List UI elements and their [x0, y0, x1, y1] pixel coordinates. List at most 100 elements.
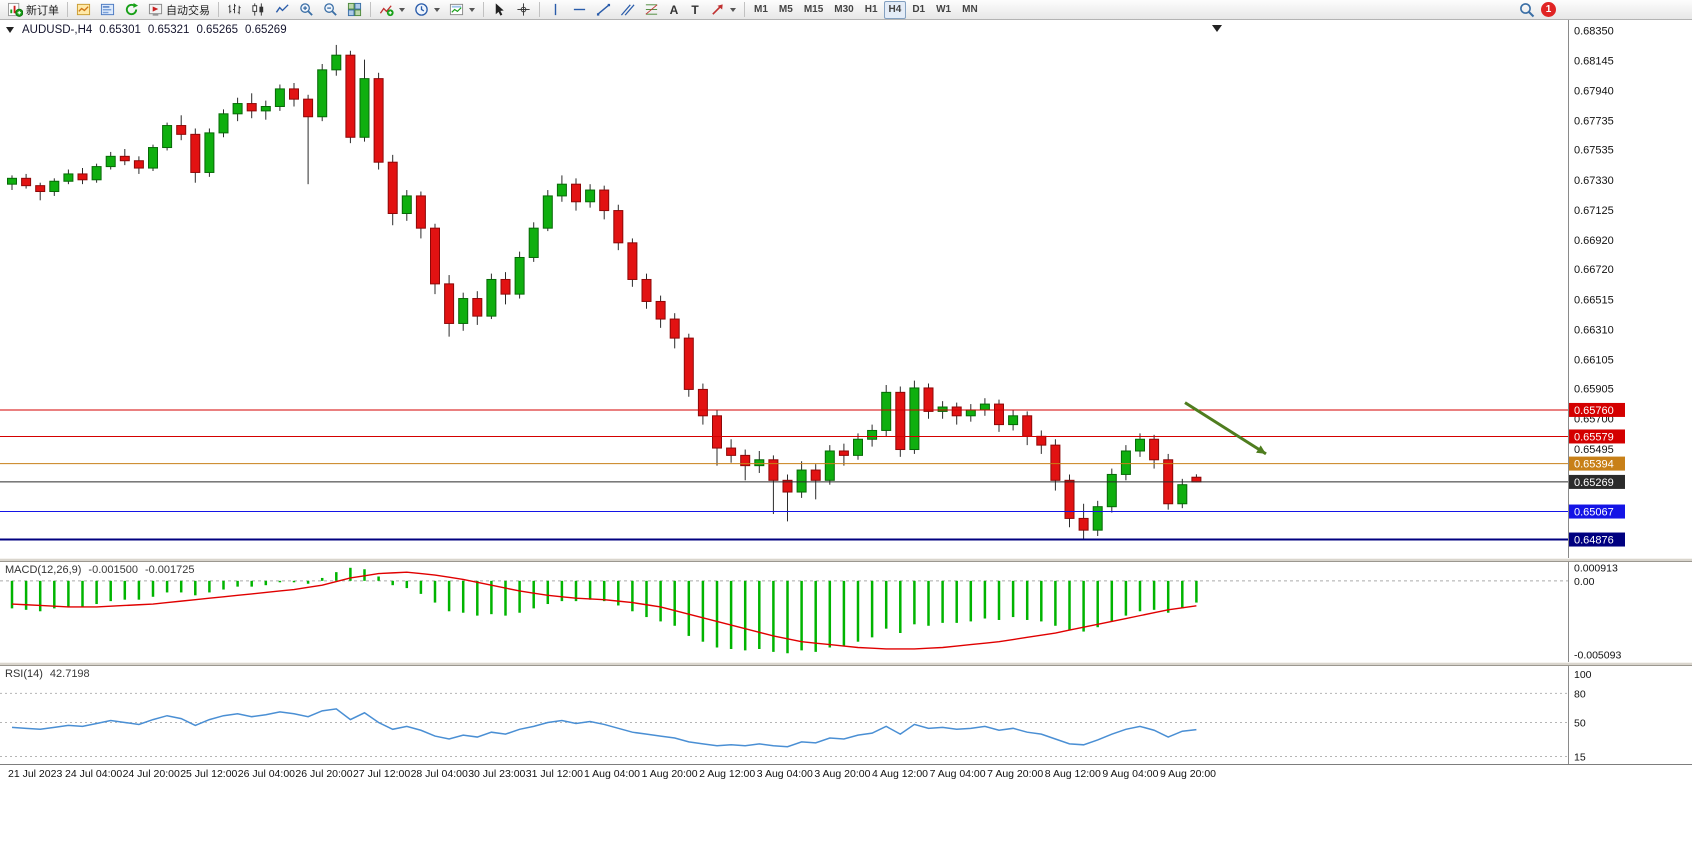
candlestick-chart-icon	[252, 3, 264, 16]
timeframe-m1[interactable]: M1	[754, 4, 768, 15]
price-tick: 0.67125	[1574, 205, 1614, 217]
time-label: 26 Jul 04:00	[237, 768, 295, 780]
panel-divider[interactable]	[0, 662, 1692, 666]
channel-icon	[620, 4, 635, 16]
text-label-tool-button[interactable]: T	[685, 1, 705, 19]
chart-shift-marker[interactable]	[1212, 25, 1222, 32]
time-label: 9 Aug 20:00	[1159, 768, 1217, 780]
crosshair-button[interactable]	[512, 1, 535, 19]
price-tick: 0.68350	[1574, 25, 1614, 37]
price-tick: 0.66720	[1574, 264, 1614, 276]
rsi-tick: 80	[1574, 688, 1586, 700]
price-tag-label: 0.64876	[1574, 535, 1614, 547]
channel-tool-button[interactable]	[616, 1, 639, 19]
time-label: 30 Jul 23:00	[468, 768, 526, 780]
toolbar-separator	[539, 2, 540, 17]
time-axis[interactable]: 21 Jul 2023 24 Jul 04:00 24 Jul 20:00 25 Ju…	[0, 764, 1692, 784]
price-chart-canvas[interactable]: 0.68350 0.68145 0.67940 0.67735 0.67535 0.673…	[0, 20, 1692, 558]
horizontal-line-tool-button[interactable]	[568, 1, 591, 19]
new-order-button[interactable]: 新订单	[4, 1, 63, 19]
clock-icon	[415, 3, 428, 16]
auto-trading-label: 自动交易	[166, 4, 210, 17]
price-tag-label: 0.65394	[1574, 459, 1614, 471]
arrows-tool-button[interactable]	[706, 1, 740, 19]
charts-icon	[76, 3, 91, 16]
arrow-tool-icon	[712, 4, 723, 15]
main-toolbar: 新订单	[0, 0, 1692, 20]
trendline-tool-button[interactable]	[592, 1, 615, 19]
timeframe-group: M1 M5 M15 M30 H1 H4 D1 W1 MN	[749, 0, 983, 19]
chevron-down-icon	[434, 7, 440, 12]
price-tick: 0.67535	[1574, 145, 1614, 157]
price-tick: 0.68145	[1574, 55, 1614, 67]
timeframe-w1[interactable]: W1	[936, 4, 952, 15]
refresh-icon	[125, 2, 139, 16]
cursor-button[interactable]	[488, 1, 511, 19]
cursor-icon	[495, 3, 504, 16]
macd-signal-line	[11, 571, 1197, 650]
time-label: 27 Jul 12:00	[352, 768, 411, 780]
timeframe-m30[interactable]: M30	[834, 4, 854, 15]
time-label: 21 Jul 2023	[8, 768, 63, 780]
zoom-in-button[interactable]	[295, 1, 318, 19]
time-label: 25 Jul 12:00	[180, 768, 238, 780]
new-order-icon	[8, 2, 23, 17]
macd-tick: 0.00	[1574, 576, 1595, 588]
time-label: 1 Aug 20:00	[641, 768, 698, 780]
price-tag-label: 0.65269	[1574, 477, 1614, 489]
rsi-panel: 100 80 50 15 RSI(14) 42.7198	[0, 666, 1692, 764]
periods-button[interactable]	[410, 1, 444, 19]
text-tool-button[interactable]: A	[664, 1, 684, 19]
toolbar-separator	[483, 2, 484, 17]
timeframe-m5[interactable]: M5	[778, 4, 793, 15]
tile-windows-button[interactable]	[343, 1, 366, 19]
timeframe-m15[interactable]: M15	[803, 4, 824, 15]
macd-panel: 0.000913 0.00 -0.005093 MACD(12,26,9) -0.0…	[0, 562, 1692, 662]
market-watch-button[interactable]	[96, 1, 119, 19]
price-tag	[1569, 504, 1625, 519]
timeframe-h1[interactable]: H1	[864, 4, 878, 15]
price-tag	[1569, 402, 1625, 417]
charts-button[interactable]	[72, 1, 95, 19]
candlestick-chart-button[interactable]	[247, 1, 270, 19]
timeframe-mn[interactable]: MN	[962, 4, 978, 15]
text-tool-label: A	[669, 2, 679, 17]
panel-divider[interactable]	[0, 558, 1692, 562]
price-tick: 0.65905	[1574, 384, 1614, 396]
tile-windows-icon	[347, 2, 362, 17]
notification-badge[interactable]: 1	[1541, 2, 1556, 17]
line-chart-button[interactable]	[271, 1, 294, 19]
vertical-line-tool-button[interactable]	[544, 1, 567, 19]
refresh-button[interactable]	[120, 1, 143, 19]
chart-window: 0.68350 0.68145 0.67940 0.67735 0.67535 0.673…	[0, 20, 1692, 849]
new-order-label: 新订单	[26, 4, 59, 17]
price-tag	[1569, 474, 1625, 489]
timeframe-d1[interactable]: D1	[912, 4, 926, 15]
time-label: 7 Aug 04:00	[929, 768, 986, 780]
price-tick: 0.67940	[1574, 85, 1614, 97]
fibonacci-tool-button[interactable]	[640, 1, 663, 19]
price-tag-label: 0.65760	[1574, 405, 1614, 417]
bar-chart-button[interactable]	[223, 1, 246, 19]
price-tag	[1569, 429, 1625, 444]
indicators-button[interactable]	[375, 1, 409, 19]
crosshair-icon	[517, 3, 530, 16]
bar-chart-icon	[228, 3, 241, 15]
trend-arrow[interactable]	[1184, 401, 1267, 456]
zoom-out-button[interactable]	[319, 1, 342, 19]
price-tag	[1569, 532, 1625, 547]
rsi-canvas[interactable]: 100 80 50 15	[0, 666, 1692, 764]
fibonacci-icon	[645, 4, 658, 15]
indicators-icon	[379, 5, 394, 17]
text-label-tool-label: T	[691, 2, 699, 17]
zoom-in-icon	[300, 3, 313, 16]
templates-button[interactable]	[445, 1, 479, 19]
timeframe-h4[interactable]: H4	[883, 0, 907, 19]
toolbar-separator	[370, 2, 371, 17]
price-tag	[1569, 456, 1625, 471]
search-icon[interactable]	[1519, 2, 1535, 18]
price-tick: 0.65495	[1574, 444, 1614, 456]
price-chart-panel: 0.68350 0.68145 0.67940 0.67735 0.67535 0.673…	[0, 20, 1692, 558]
auto-trading-button[interactable]: 自动交易	[144, 1, 214, 19]
